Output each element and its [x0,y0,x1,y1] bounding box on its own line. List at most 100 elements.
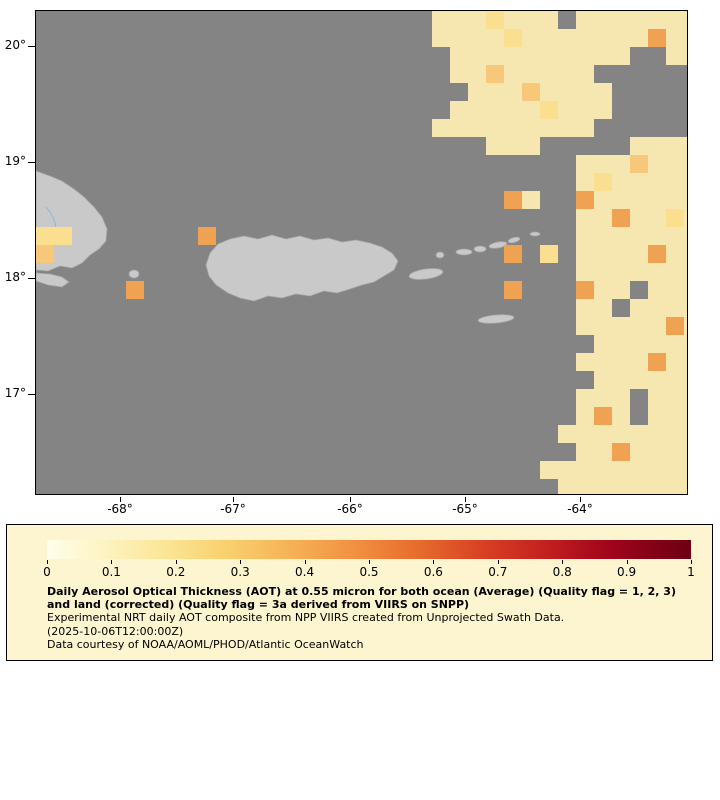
lat-label: 20° [4,38,26,52]
aot-cell [540,11,558,29]
aot-cell [666,425,684,443]
aot-cell [594,407,612,425]
aot-cell [630,317,648,335]
aot-cell [504,281,522,299]
aot-cell [522,29,540,47]
aot-cell [540,83,558,101]
aot-cell [648,29,666,47]
aot-cell [54,227,72,245]
aot-cell [36,245,54,263]
aot-cell [612,317,630,335]
aot-cell [558,479,576,494]
aot-cell [522,83,540,101]
aot-cell [486,119,504,137]
colorbar-tick [691,560,692,564]
aot-cell [684,299,687,317]
aot-cell [612,209,630,227]
lon-label: -64° [567,502,593,516]
aot-cell [684,29,687,47]
aot-cell [630,263,648,281]
aot-cell [684,461,687,479]
aot-cell [630,227,648,245]
aot-cell [612,29,630,47]
colorbar [47,540,691,559]
aot-cell [666,443,684,461]
aot-cell [666,47,684,65]
aot-cell [666,11,684,29]
lon-tick [120,497,121,502]
aot-cells-layer [36,11,687,494]
aot-cell [684,425,687,443]
aot-cell [648,191,666,209]
aot-cell [576,47,594,65]
aot-cell [576,11,594,29]
aot-cell [522,101,540,119]
aot-cell [450,119,468,137]
aot-cell [648,479,666,494]
aot-cell [630,137,648,155]
aot-cell [684,317,687,335]
aot-cell [576,83,594,101]
colorbar-tick-label: 0.8 [552,565,572,579]
lon-label: -67° [220,502,246,516]
aot-cell [630,191,648,209]
aot-cell [432,119,450,137]
aot-cell [522,47,540,65]
colorbar-tick-label: 0 [43,565,51,579]
aot-cell [540,461,558,479]
aot-cell [630,461,648,479]
aot-cell [648,299,666,317]
aot-cell [504,191,522,209]
aot-cell [468,11,486,29]
colorbar-tick [369,560,370,564]
aot-cell [576,407,594,425]
aot-cell [612,443,630,461]
aot-cell [648,209,666,227]
aot-cell [648,443,666,461]
st-john-island [473,245,487,253]
aot-cell [576,209,594,227]
aot-cell [504,65,522,83]
aot-cell [594,425,612,443]
aot-cell [648,11,666,29]
aot-cell [558,47,576,65]
aot-cell [594,389,612,407]
aot-cell [612,281,630,299]
aot-cell [594,281,612,299]
aot-cell [576,29,594,47]
aot-cell [504,47,522,65]
aot-cell [558,425,576,443]
lon-label: -68° [107,502,133,516]
hispaniola-south-islet [36,272,70,288]
aot-cell [576,479,594,494]
colorbar-tick-label: 0.4 [295,565,315,579]
aot-cell [612,371,630,389]
lat-tick [28,278,35,279]
aot-cell [684,263,687,281]
aot-cell [558,29,576,47]
lon-label: -66° [337,502,363,516]
aot-cell [666,281,684,299]
aot-cell [576,65,594,83]
aot-cell [684,407,687,425]
lon-tick [465,497,466,502]
lat-label: 18° [4,270,26,284]
aot-cell [486,29,504,47]
lat-tick [28,162,35,163]
tortola-island [488,241,508,249]
aot-cell [450,29,468,47]
aot-cell [504,119,522,137]
aot-cell [684,389,687,407]
aot-cell [576,245,594,263]
aot-cell [576,281,594,299]
aot-cell [648,461,666,479]
aot-cell [594,47,612,65]
aot-cell [594,353,612,371]
aot-cell [630,479,648,494]
colorbar-tick-label: 0.1 [101,565,121,579]
aot-cell [594,29,612,47]
aot-cell [666,137,684,155]
aot-cell [684,11,687,29]
aot-cell [468,83,486,101]
aot-cell [630,335,648,353]
